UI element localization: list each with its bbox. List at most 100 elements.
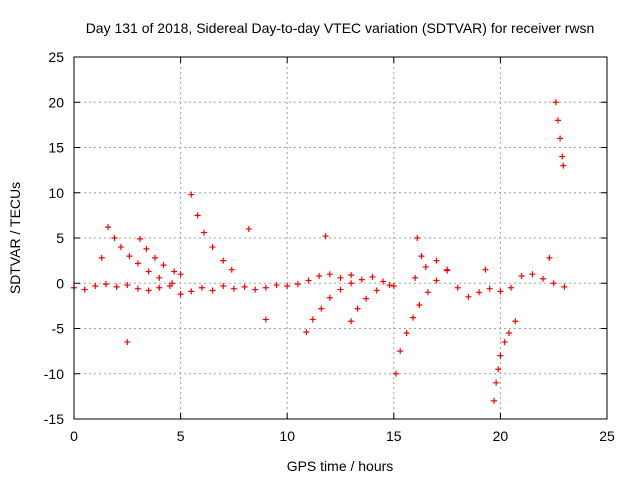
data-point — [392, 370, 399, 377]
data-point — [380, 278, 387, 285]
y-tick-label: 15 — [48, 140, 64, 156]
series-scattered-points — [98, 225, 553, 346]
x-tick-label: 20 — [493, 428, 509, 444]
data-point — [241, 283, 248, 290]
series-base-band-1 — [71, 281, 173, 294]
data-point — [554, 117, 561, 124]
data-point — [143, 245, 150, 252]
x-axis-tick-labels: 0 5 10 15 20 25 — [70, 428, 615, 444]
data-point — [444, 267, 451, 274]
data-point — [348, 280, 355, 287]
data-point — [363, 295, 370, 302]
data-point — [557, 135, 564, 142]
data-point — [559, 153, 566, 160]
data-point — [92, 282, 99, 289]
data-point — [145, 268, 152, 275]
data-point — [416, 301, 423, 308]
data-point — [98, 254, 105, 261]
data-point — [171, 268, 178, 275]
data-point — [245, 225, 252, 232]
data-point — [145, 287, 152, 294]
data-point — [354, 305, 361, 312]
data-point — [476, 289, 483, 296]
data-point — [505, 330, 512, 337]
data-point — [113, 283, 120, 290]
data-point — [209, 244, 216, 251]
data-point — [390, 282, 397, 289]
data-point — [126, 253, 133, 260]
data-point — [318, 305, 325, 312]
data-point — [486, 285, 493, 292]
data-point — [369, 273, 376, 280]
data-point — [273, 282, 280, 289]
data-point — [337, 286, 344, 293]
data-point — [117, 244, 124, 251]
data-point — [198, 284, 205, 291]
data-point — [262, 284, 269, 291]
data-point — [422, 263, 429, 270]
data-point — [303, 329, 310, 336]
data-point — [409, 314, 416, 321]
data-point — [497, 352, 504, 359]
data-point — [201, 229, 208, 236]
y-tick-label: 25 — [48, 49, 64, 65]
series-recovery-arc-1 — [303, 280, 355, 336]
data-point — [386, 282, 393, 289]
series-base-band-2 — [177, 282, 291, 298]
data-point — [414, 235, 421, 241]
series-base-band-3 — [294, 271, 397, 289]
data-point — [309, 316, 316, 323]
y-tick-label: 0 — [56, 275, 64, 291]
data-point — [412, 274, 419, 281]
data-point — [465, 293, 472, 300]
data-point — [373, 287, 380, 294]
series-decay-arc-1 — [105, 224, 176, 287]
y-tick-label: 5 — [56, 230, 64, 246]
data-point — [111, 235, 118, 241]
data-point — [177, 291, 184, 298]
data-point — [348, 272, 355, 279]
data-point — [124, 339, 131, 346]
data-point — [230, 285, 237, 292]
data-point — [491, 397, 498, 404]
data-point — [160, 262, 167, 269]
data-point — [81, 286, 88, 293]
series-dip-arc-1 — [392, 267, 451, 377]
data-point — [418, 253, 425, 260]
series-spike-column — [552, 99, 567, 169]
x-axis-label: GPS time / hours — [287, 458, 394, 474]
data-point — [316, 273, 323, 280]
data-point — [518, 273, 525, 280]
data-point — [177, 271, 184, 278]
x-tick-label: 0 — [70, 428, 78, 444]
data-point — [546, 254, 553, 261]
data-point — [552, 99, 559, 106]
data-point — [337, 274, 344, 281]
y-axis-tick-labels: -15 -10 -5 0 5 10 15 20 25 — [44, 49, 64, 427]
series-dip-arc-2 — [491, 318, 519, 404]
data-point — [322, 233, 329, 240]
y-axis-label: SDTVAR / TECUs — [7, 182, 23, 294]
data-point — [482, 266, 489, 273]
data-point — [560, 162, 567, 169]
series-recovery-arc-2 — [348, 282, 393, 325]
data-point — [358, 276, 365, 283]
y-tick-label: -5 — [52, 321, 65, 337]
data-point — [262, 316, 269, 323]
data-point — [102, 281, 109, 288]
series-base-band-4 — [412, 257, 568, 300]
data-point — [540, 275, 547, 282]
data-point — [529, 271, 536, 278]
data-point — [497, 288, 504, 295]
data-point — [495, 366, 502, 373]
data-point — [397, 348, 404, 355]
data-point — [424, 289, 431, 296]
grid-lines — [74, 57, 607, 419]
x-tick-label: 10 — [279, 428, 295, 444]
data-point — [508, 284, 515, 291]
y-tick-label: -15 — [44, 411, 64, 427]
data-point — [561, 283, 568, 290]
data-point — [403, 330, 410, 337]
